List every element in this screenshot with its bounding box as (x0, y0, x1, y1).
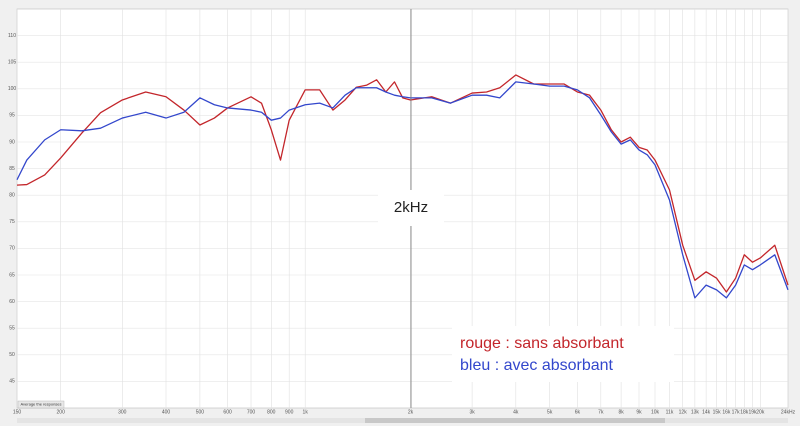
x-tick-label: 400 (162, 409, 171, 415)
legend-label: rouge : sans absorbant (460, 335, 624, 352)
legend: rouge : sans absorbant bleu : avec absorb… (460, 335, 624, 374)
legend-box (452, 326, 674, 382)
y-tick-label: 65 (9, 272, 15, 278)
x-tick-label: 300 (118, 409, 127, 415)
x-tick-label: 1k (303, 409, 309, 415)
y-tick-label: 50 (9, 352, 15, 358)
y-tick-label: 95 (9, 113, 15, 119)
annotation: 2kHz (394, 199, 428, 216)
x-tick-label: 15k (713, 409, 722, 415)
series-line (16, 74, 789, 293)
x-tick-label: 7k (598, 409, 604, 415)
y-tick-label: 55 (9, 326, 15, 332)
y-tick-label: 70 (9, 246, 15, 252)
y-tick-label: 110 (8, 33, 16, 39)
x-tick-label: 8k (618, 409, 624, 415)
x-tick-label: 9k (636, 409, 642, 415)
x-tick-label: 13k (691, 409, 700, 415)
x-tick-label: 700 (247, 409, 256, 415)
button-label[interactable]: Average the responses (20, 402, 61, 407)
y-tick-label: 90 (9, 139, 15, 145)
y-tick-label: 45 (9, 379, 15, 385)
x-tick-label: 6k (575, 409, 581, 415)
y-tick-label: 100 (8, 86, 17, 92)
x-tick-label: 500 (196, 409, 205, 415)
x-tick-label: 18k (740, 409, 749, 415)
lines (16, 74, 789, 299)
x-tick-label: 10k (651, 409, 660, 415)
x-tick-label: 16k (722, 409, 731, 415)
y-tick-label: 85 (9, 166, 15, 172)
x-tick-label: 11k (666, 409, 674, 415)
x-tick-label: 900 (285, 409, 294, 415)
scrollbar-thumb[interactable] (365, 418, 665, 423)
x-tick-label: 800 (267, 409, 276, 415)
legend-label: bleu : avec absorbant (460, 357, 614, 374)
x-tick-label: 5k (547, 409, 553, 415)
x-tick-label: 2k (408, 409, 414, 415)
x-tick-label: 200 (57, 409, 66, 415)
series-line (16, 81, 789, 299)
x-tick-label: 3k (469, 409, 475, 415)
x-tick-label: 4k (513, 409, 519, 415)
x-tick-label: 14k (702, 409, 711, 415)
annotation-box (378, 190, 444, 226)
x-tick-label: 24kHz (781, 409, 796, 415)
button[interactable] (17, 400, 65, 409)
y-tick-label: 80 (9, 193, 15, 199)
y-tick-label: 60 (9, 299, 15, 305)
y-tick-label: 75 (9, 219, 15, 225)
x-tick-label: 12k (679, 409, 688, 415)
x-tick-label: 20k (756, 409, 765, 415)
x-tick-label: 600 (223, 409, 232, 415)
x-tick-label: 150 (13, 409, 22, 415)
x-tick-label: 17k (732, 409, 741, 415)
x-tick-label: 19k (748, 409, 757, 415)
y-tick-label: 105 (8, 60, 17, 66)
